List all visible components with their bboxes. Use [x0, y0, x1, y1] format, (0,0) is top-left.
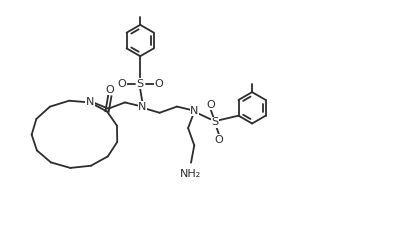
- Text: O: O: [214, 135, 223, 145]
- Text: O: O: [105, 85, 114, 95]
- Text: S: S: [136, 79, 143, 89]
- Text: O: O: [154, 79, 163, 89]
- Text: S: S: [211, 117, 218, 127]
- Text: N: N: [138, 102, 146, 112]
- Text: O: O: [117, 79, 126, 89]
- Text: N: N: [190, 106, 198, 116]
- Text: O: O: [206, 100, 215, 110]
- Text: N: N: [85, 98, 94, 107]
- Text: NH₂: NH₂: [180, 169, 201, 179]
